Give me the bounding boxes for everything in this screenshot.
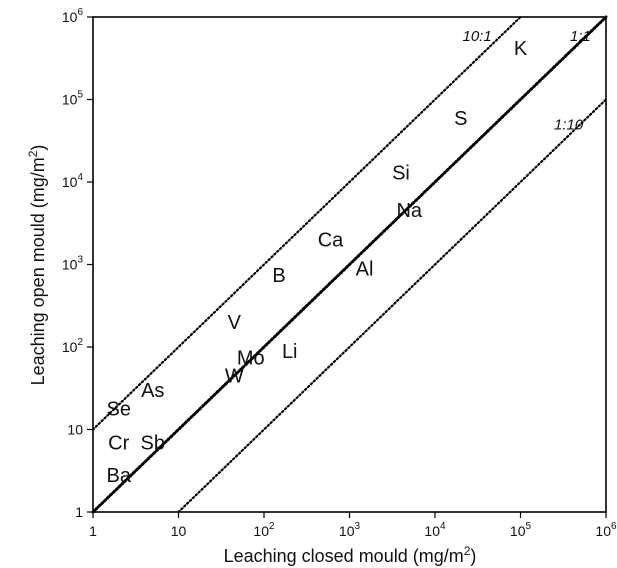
reference-lines: 10:1 1:1 1:10 [91, 15, 608, 514]
data-labels: K S Si Na Ca Al B V Li MoW As Se Cr Sb Ba [107, 38, 528, 487]
point-k: K [514, 38, 528, 60]
point-se: Se [107, 398, 131, 420]
point-na: Na [396, 200, 422, 222]
x-tick-label: 104 [424, 521, 446, 539]
point-mo: Mo [237, 347, 265, 369]
ratio-label-1-10: 1:10 [554, 117, 584, 134]
y-tick-label: 1 [75, 504, 83, 520]
point-si: Si [392, 163, 410, 185]
y-tick-label: 102 [62, 337, 84, 355]
point-v: V [228, 312, 242, 334]
ratio-label-1-1: 1:1 [570, 28, 591, 45]
reference-line-10-1 [91, 15, 522, 431]
point-li: Li [282, 341, 298, 363]
y-tick-label: 105 [62, 90, 84, 108]
point-w: W [225, 366, 244, 388]
reference-line-1-10 [177, 98, 608, 514]
x-tick-label: 1 [89, 523, 97, 539]
x-tick-label: 10 [171, 523, 187, 539]
y-axis-title: Leaching open mould (mg/m2) [26, 145, 48, 386]
point-sb: Sb [141, 432, 165, 454]
point-as: As [141, 380, 164, 402]
y-tick-label: 103 [62, 255, 84, 273]
point-cr: Cr [108, 432, 129, 454]
point-s: S [454, 108, 467, 130]
point-ca: Ca [318, 230, 344, 252]
y-tick-label: 10 [67, 422, 83, 438]
y-tick-label: 106 [62, 7, 84, 25]
point-al: Al [356, 258, 374, 280]
x-tick-label: 105 [510, 521, 532, 539]
x-tick-label: 106 [595, 521, 617, 539]
x-axis-title: Leaching closed mould (mg/m2) [224, 544, 477, 566]
x-tick-label: 103 [339, 521, 361, 539]
x-tick-label: 102 [253, 521, 275, 539]
reference-line-1-1 [91, 15, 608, 514]
y-tick-label: 104 [62, 172, 84, 190]
ratio-label-10-1: 10:1 [463, 28, 492, 45]
point-ba: Ba [107, 465, 132, 487]
point-b: B [272, 265, 285, 287]
axis-ticks [87, 16, 607, 518]
